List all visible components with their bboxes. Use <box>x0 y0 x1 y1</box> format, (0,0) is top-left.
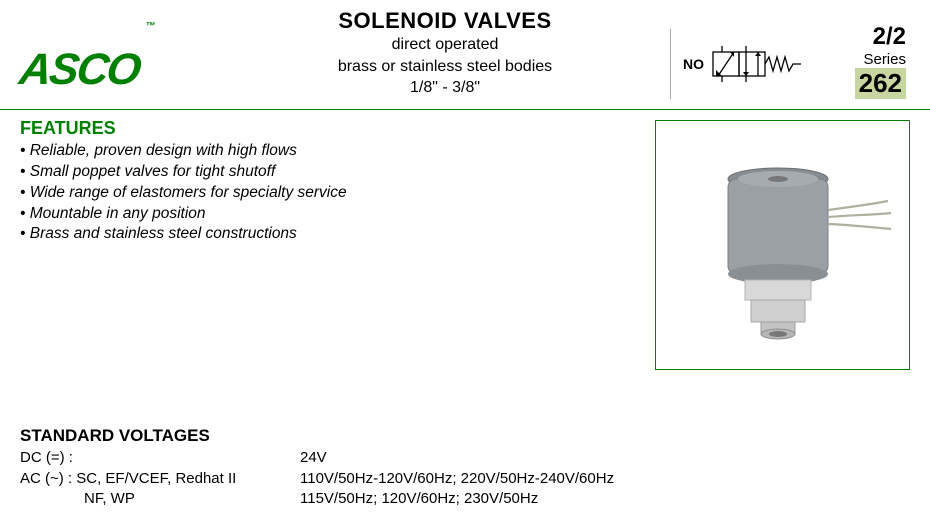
ac-label-1: AC (~) : SC, EF/VCEF, Redhat II <box>20 469 300 489</box>
brand-logo: ASCO™ <box>16 45 150 95</box>
header-bar: ASCO™ SOLENOID VALVES direct operated br… <box>0 0 930 110</box>
feature-item: Mountable in any position <box>20 204 645 225</box>
voltage-row-ac1: AC (~) : SC, EF/VCEF, Redhat II 110V/50H… <box>20 469 900 489</box>
subtitle-line1: direct operated <box>220 34 670 56</box>
subtitle-line3: 1/8" - 3/8" <box>220 77 670 99</box>
dc-label: DC (=) : <box>20 448 300 468</box>
page-title: SOLENOID VALVES <box>220 8 670 34</box>
feature-item: Reliable, proven design with high flows <box>20 141 645 162</box>
dc-value: 24V <box>300 448 900 468</box>
series-ratio: 2/2 <box>840 23 906 51</box>
ac-value-2: 115V/50Hz; 120V/60Hz; 230V/50Hz <box>300 489 900 509</box>
logo-area: ASCO™ <box>20 45 220 99</box>
ac-label-2: NF, WP <box>20 489 300 509</box>
voltage-row-dc: DC (=) : 24V <box>20 448 900 468</box>
voltage-row-ac2: NF, WP 115V/50Hz; 120V/60Hz; 230V/50Hz <box>20 489 900 509</box>
ac-value-1: 110V/50Hz-120V/60Hz; 220V/50Hz-240V/60Hz <box>300 469 900 489</box>
subtitle-line2: brass or stainless steel bodies <box>220 56 670 78</box>
feature-item: Brass and stainless steel constructions <box>20 224 645 245</box>
features-heading: FEATURES <box>20 118 645 139</box>
feature-item: Small poppet valves for tight shutoff <box>20 162 645 183</box>
title-area: SOLENOID VALVES direct operated brass or… <box>220 8 670 99</box>
body-area: FEATURES Reliable, proven design with hi… <box>0 110 930 370</box>
voltage-section: STANDARD VOLTAGES DC (=) : 24V AC (~) : … <box>20 426 900 509</box>
product-image-box <box>655 120 910 370</box>
valve-product-icon <box>673 135 893 355</box>
features-list: Reliable, proven design with high flows … <box>20 141 645 246</box>
brand-name: ASCO <box>17 45 143 94</box>
voltage-heading: STANDARD VOLTAGES <box>20 426 900 446</box>
features-column: FEATURES Reliable, proven design with hi… <box>20 118 645 370</box>
valve-schematic-icon <box>712 46 802 82</box>
series-label: Series <box>840 51 906 68</box>
series-area: 2/2 Series 262 <box>840 23 910 99</box>
feature-item: Wide range of elastomers for specialty s… <box>20 183 645 204</box>
brand-tm: ™ <box>144 21 154 32</box>
symbol-label: NO <box>683 56 704 72</box>
valve-symbol-area: NO <box>670 29 840 99</box>
series-number: 262 <box>855 68 906 99</box>
